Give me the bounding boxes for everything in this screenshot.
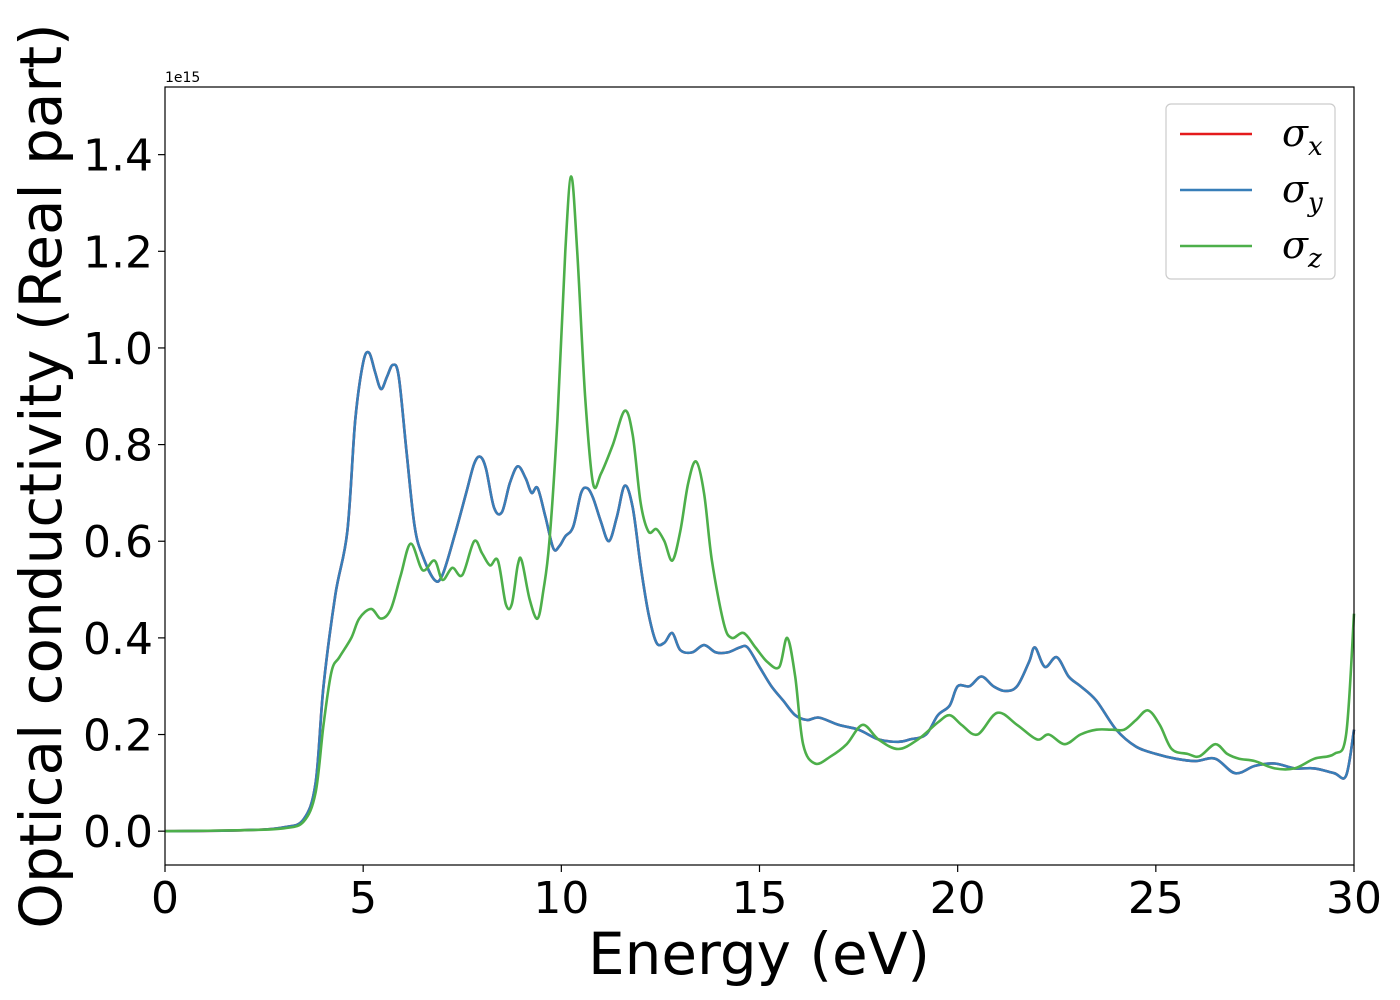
- x-tick-label: 30: [1326, 873, 1382, 924]
- y-tick-label: 1.4: [83, 131, 153, 182]
- x-tick-label: 10: [533, 873, 589, 924]
- y-tick-label: 1.2: [83, 227, 153, 278]
- y-tick-label: 0.6: [83, 517, 153, 568]
- plot-background: [165, 87, 1354, 865]
- x-axis-ticks: 0 5 10 15 20 25 30: [151, 865, 1382, 924]
- series-line-y: [164, 350, 1356, 833]
- legend-label-x: σx: [1282, 111, 1323, 162]
- legend-symbol: σ: [1282, 111, 1309, 155]
- legend-label-y: σy: [1282, 167, 1323, 218]
- y-offset-label: 1e15: [165, 70, 200, 86]
- x-tick-label: 25: [1128, 873, 1184, 924]
- y-tick-label: 0.2: [83, 711, 153, 762]
- x-tick-label: 0: [151, 873, 179, 924]
- legend-box: [1165, 103, 1336, 280]
- legend-subscript: z: [1307, 244, 1322, 274]
- y-axis-title: Optical conductivity (Real part): [7, 23, 75, 928]
- y-tick-label: 1.0: [83, 324, 153, 375]
- legend-label-z: σz: [1282, 223, 1322, 274]
- x-axis-title: Energy (eV): [588, 920, 930, 988]
- legend-symbol: σ: [1282, 223, 1309, 267]
- y-tick-label: 0.8: [83, 421, 153, 472]
- series-layer: [164, 175, 1356, 833]
- legend-subscript: x: [1308, 132, 1323, 162]
- series-line-z: [164, 175, 1356, 833]
- legend-subscript: y: [1307, 188, 1323, 218]
- x-tick-label: 5: [349, 873, 377, 924]
- legend-symbol: σ: [1282, 167, 1309, 211]
- y-tick-label: 0.4: [83, 614, 153, 665]
- x-tick-label: 15: [732, 873, 788, 924]
- y-axis-ticks: 0.0 0.2 0.4 0.6 0.8 1.0 1.2 1.4: [83, 131, 165, 858]
- y-tick-label: 0.0: [83, 807, 153, 858]
- x-tick-label: 20: [930, 873, 986, 924]
